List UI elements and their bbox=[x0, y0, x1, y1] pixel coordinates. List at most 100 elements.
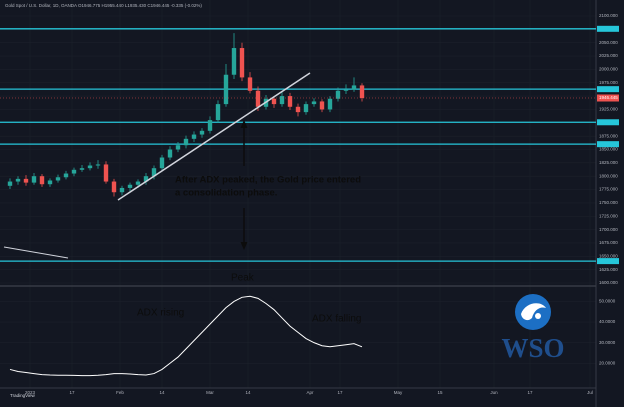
annotation: ADX rising bbox=[137, 308, 184, 319]
candle-body bbox=[183, 138, 189, 146]
candle-body bbox=[71, 169, 77, 174]
candle-body bbox=[351, 85, 357, 90]
x-tick-label: 14 bbox=[245, 390, 251, 395]
candle-body bbox=[119, 187, 125, 193]
level-marker bbox=[597, 141, 619, 148]
candle-body bbox=[359, 85, 365, 98]
x-tick-label: 17 bbox=[527, 390, 533, 395]
y-tick-label: 1775.000 bbox=[599, 187, 618, 192]
logo-mark bbox=[521, 303, 546, 321]
y-tick-label: 1825.000 bbox=[599, 160, 618, 165]
candle-body bbox=[215, 104, 221, 121]
candle-body bbox=[143, 176, 149, 182]
level-marker bbox=[597, 119, 619, 126]
candle-body bbox=[7, 181, 13, 186]
candle-body bbox=[311, 101, 317, 105]
y-tick-label: 1700.000 bbox=[599, 227, 618, 232]
marks: 1600.000 1625.000 1650.000 1675.000 1700.000… bbox=[0, 13, 619, 395]
y-tick-label: 1625.000 bbox=[599, 267, 618, 272]
candle-body bbox=[127, 184, 133, 188]
candle-body bbox=[207, 120, 213, 131]
candle-body bbox=[343, 89, 349, 91]
annotation: a consolidation phase. bbox=[175, 188, 277, 199]
candle-body bbox=[335, 90, 341, 99]
candle-body bbox=[15, 178, 21, 182]
candle-body bbox=[319, 101, 325, 110]
candle-body bbox=[159, 157, 165, 169]
candle-body bbox=[23, 178, 29, 183]
candle-body bbox=[247, 77, 253, 91]
chart-title: Gold Spot / U.S. Dollar, 1D, OANDA O1946… bbox=[5, 3, 202, 8]
x-tick-label: Apr bbox=[306, 390, 314, 395]
x-tick-label: 17 bbox=[69, 390, 75, 395]
y-tick-label: 1925.000 bbox=[599, 107, 618, 112]
level-marker bbox=[597, 86, 619, 93]
x-tick-label: May bbox=[394, 390, 403, 395]
last-price-label: 1946.445 bbox=[599, 95, 618, 100]
logo-dot bbox=[535, 313, 541, 319]
x-tick-label: Jun bbox=[490, 390, 498, 395]
candle-body bbox=[295, 106, 301, 113]
candle-body bbox=[231, 48, 237, 75]
candle-body bbox=[175, 145, 181, 150]
watermark: WSO bbox=[501, 333, 564, 363]
candle-body bbox=[287, 96, 293, 107]
y-tick-label: 30.0000 bbox=[599, 340, 616, 345]
candle-body bbox=[87, 165, 93, 169]
x-tick-label: Mar bbox=[206, 390, 214, 395]
y-tick-label: 1800.000 bbox=[599, 173, 618, 178]
adx-line bbox=[9, 295, 363, 377]
y-tick-label: 1600.000 bbox=[599, 280, 618, 285]
candle-body bbox=[279, 96, 285, 105]
y-tick-label: 1875.000 bbox=[599, 133, 618, 138]
x-tick-label: 14 bbox=[159, 390, 165, 395]
branding: TradingView bbox=[10, 393, 36, 398]
annotation: After ADX peaked, the Gold price entered bbox=[175, 175, 361, 186]
candle-body bbox=[239, 48, 245, 78]
y-tick-label: 1850.000 bbox=[599, 147, 618, 152]
candle-body bbox=[327, 98, 333, 110]
y-tick-label: 1650.000 bbox=[599, 253, 618, 258]
last-price-box bbox=[597, 94, 619, 102]
y-tick-label: 2000.000 bbox=[599, 67, 618, 72]
y-tick-label: 1975.000 bbox=[599, 80, 618, 85]
x-tick-label: 15 bbox=[437, 390, 443, 395]
candle-body bbox=[79, 168, 85, 170]
candle-body bbox=[103, 164, 109, 182]
candle-body bbox=[63, 173, 69, 178]
x-tick-label: 2023 bbox=[25, 390, 36, 395]
drawing-line bbox=[3, 246, 69, 259]
level-marker bbox=[597, 25, 619, 32]
y-tick-label: 2100.000 bbox=[599, 13, 618, 18]
candle-body bbox=[255, 90, 261, 107]
candle-body bbox=[111, 181, 117, 193]
y-tick-label: 2050.000 bbox=[599, 40, 618, 45]
candle-body bbox=[199, 130, 205, 135]
y-tick-label: 1750.000 bbox=[599, 200, 618, 205]
y-tick-label: 1725.000 bbox=[599, 213, 618, 218]
candle-body bbox=[167, 149, 173, 158]
candle-body bbox=[151, 168, 157, 177]
arrow-head bbox=[240, 120, 248, 128]
annotation: ADX falling bbox=[312, 314, 361, 325]
candle-body bbox=[95, 164, 101, 166]
arrow-head bbox=[240, 242, 248, 250]
candle-body bbox=[223, 74, 229, 105]
candle-body bbox=[47, 180, 53, 185]
candle-body bbox=[135, 181, 141, 185]
candle-body bbox=[39, 176, 45, 185]
candle-body bbox=[303, 104, 309, 113]
x-tick-label: Feb bbox=[116, 390, 124, 395]
trend-line bbox=[117, 72, 311, 201]
annotation: Peak bbox=[231, 273, 255, 284]
y-tick-label: 2025.000 bbox=[599, 53, 618, 58]
x-tick-label: 17 bbox=[337, 390, 343, 395]
level-marker bbox=[597, 258, 619, 265]
y-tick-label: 40.0000 bbox=[599, 319, 616, 324]
candle-body bbox=[55, 177, 61, 181]
candle-body bbox=[31, 176, 37, 183]
x-tick-label: Jul bbox=[587, 390, 593, 395]
y-tick-label: 1675.000 bbox=[599, 240, 618, 245]
